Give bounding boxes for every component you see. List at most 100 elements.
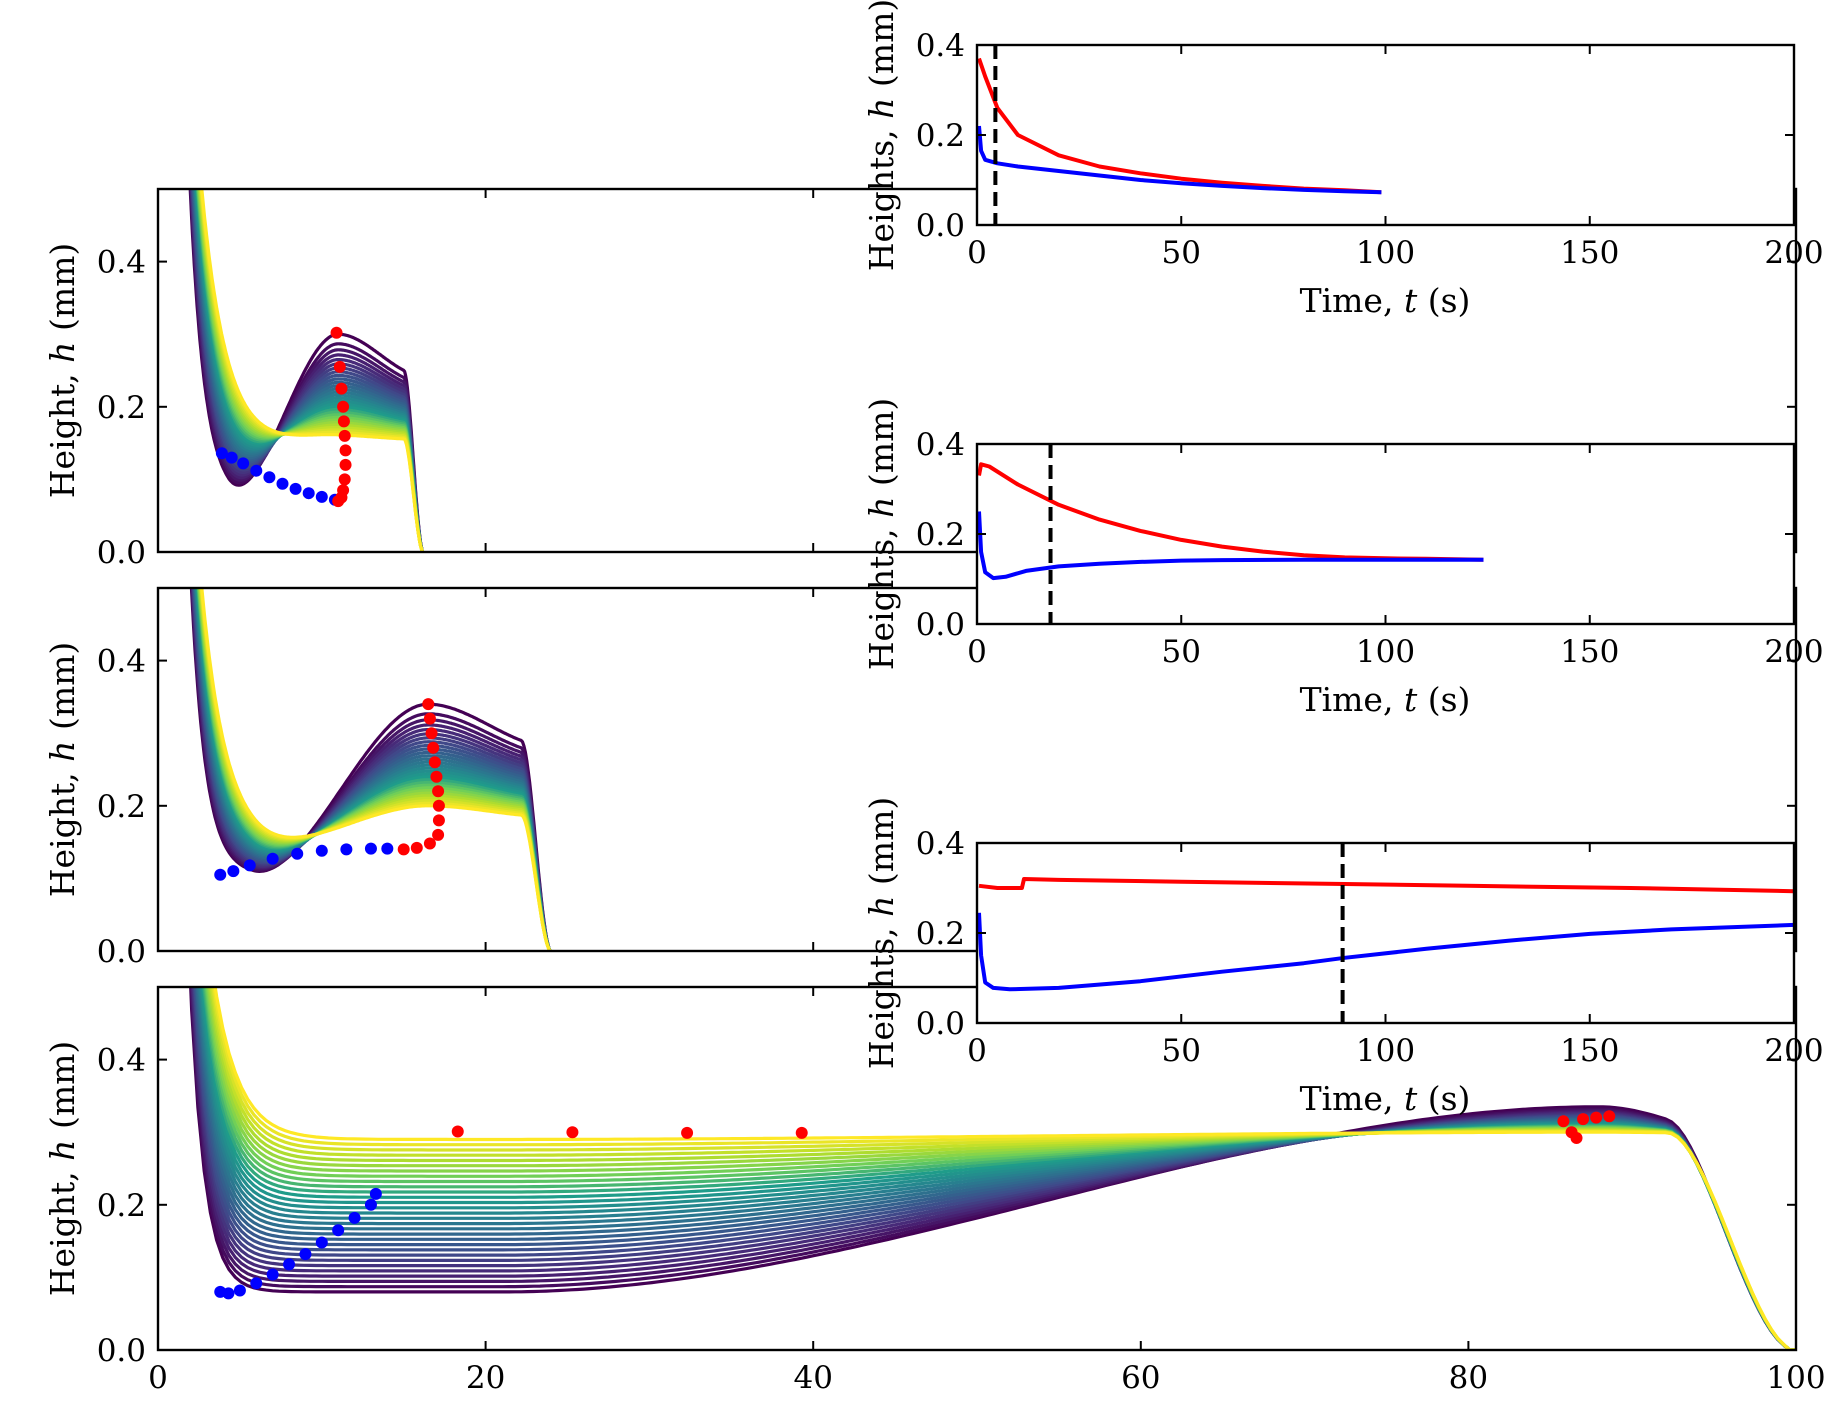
profile-curve xyxy=(200,588,552,951)
x-tick-label: 150 xyxy=(1560,235,1619,271)
blue-series-line xyxy=(977,511,1484,581)
plot-area xyxy=(189,987,1796,1350)
blue-marker xyxy=(332,1224,345,1237)
blue-marker xyxy=(214,868,227,881)
x-tick-label: 80 xyxy=(1449,1360,1488,1396)
x-tick-label: 100 xyxy=(1356,235,1415,271)
y-tick-label: 0.0 xyxy=(97,1333,146,1369)
profile-curve xyxy=(189,987,1796,1350)
blue-marker xyxy=(369,1187,382,1200)
profile-curve xyxy=(200,189,424,552)
series-group xyxy=(977,843,1794,1023)
plot-area xyxy=(189,588,552,951)
red-marker xyxy=(432,814,445,827)
axis-ticks: 0 20 40 60 80 100 0.0 0.2 0.4 xyxy=(97,987,1826,1396)
blue-marker xyxy=(225,451,238,464)
blue-marker xyxy=(227,865,240,878)
blue-series-line xyxy=(977,912,1794,992)
y-tick-label: 0.2 xyxy=(916,118,965,154)
blue-marker xyxy=(263,471,276,484)
red-marker xyxy=(338,473,351,486)
red-marker xyxy=(681,1126,694,1139)
red-marker xyxy=(333,360,346,373)
red-marker xyxy=(432,799,445,812)
blue-marker xyxy=(348,1211,361,1224)
y-tick-label: 0.2 xyxy=(916,916,965,952)
red-marker xyxy=(1570,1132,1583,1145)
x-tick-label: 150 xyxy=(1560,1033,1619,1069)
profile-panel-2: 0.0 0.2 0.4 Height, h (mm) xyxy=(43,586,1798,970)
x-tick-label: 50 xyxy=(1162,235,1201,271)
y-tick-label: 0.0 xyxy=(97,934,146,970)
red-marker xyxy=(337,415,350,428)
blue-marker xyxy=(364,1198,377,1211)
blue-marker xyxy=(283,1258,296,1271)
red-marker xyxy=(339,444,352,457)
time-inset-2: 0 50 100 150 200 0.0 0.2 0.4 Heights, h (mm) Ti… xyxy=(862,398,1824,719)
series-group xyxy=(188,189,424,552)
profile-curve xyxy=(213,987,1796,1350)
red-marker xyxy=(1557,1115,1570,1128)
red-marker xyxy=(427,741,440,754)
blue-marker xyxy=(381,842,394,855)
red-marker xyxy=(422,698,435,711)
y-axis-label: Height, h (mm) xyxy=(43,243,82,499)
plot-area xyxy=(977,45,1382,225)
series-group xyxy=(977,444,1484,624)
y-tick-label: 0.4 xyxy=(916,28,965,64)
blue-marker xyxy=(266,1268,279,1281)
time-inset-1: 0 50 100 150 200 0.0 0.2 0.4 Heights, h (mm) Ti… xyxy=(862,0,1824,320)
red-marker xyxy=(423,837,436,850)
blue-marker xyxy=(266,852,279,865)
blue-marker xyxy=(299,1248,312,1261)
blue-marker xyxy=(315,1236,328,1249)
x-tick-label: 200 xyxy=(1764,634,1823,670)
y-tick-label: 0.0 xyxy=(97,535,146,571)
red-marker xyxy=(330,326,343,339)
blue-series-line xyxy=(977,125,1382,195)
axis-ticks: 0 50 100 150 200 0.0 0.2 0.4 xyxy=(916,427,1824,670)
x-axis-label: Time, t (s) xyxy=(1300,281,1471,320)
plot-area xyxy=(977,843,1794,1023)
axis-ticks: 0.0 0.2 0.4 xyxy=(97,588,1797,970)
blue-marker xyxy=(237,457,250,470)
x-tick-label: 200 xyxy=(1764,235,1823,271)
x-tick-label: 20 xyxy=(466,1360,505,1396)
x-tick-label: 50 xyxy=(1162,1033,1201,1069)
red-marker xyxy=(335,382,348,395)
x-tick-label: 40 xyxy=(793,1360,832,1396)
red-marker xyxy=(795,1126,808,1139)
y-tick-label: 0.2 xyxy=(97,390,146,426)
time-inset-3: 0 50 100 150 200 0.0 0.2 0.4 Heights, h (mm) Ti… xyxy=(862,797,1824,1118)
y-tick-label: 0.0 xyxy=(916,607,965,643)
x-tick-label: 60 xyxy=(1121,1360,1160,1396)
series-group xyxy=(189,588,552,951)
plot-area xyxy=(977,444,1484,624)
red-marker xyxy=(451,1125,464,1138)
red-marker xyxy=(432,828,445,841)
red-marker xyxy=(332,495,345,508)
blue-marker xyxy=(215,447,228,460)
blue-marker xyxy=(243,859,256,872)
y-axis-label: Heights, h (mm) xyxy=(862,0,901,271)
y-tick-label: 0.4 xyxy=(97,245,146,281)
x-tick-label: 0 xyxy=(967,235,987,271)
red-marker xyxy=(1577,1113,1590,1126)
red-marker xyxy=(1603,1110,1616,1123)
series-group xyxy=(977,45,1382,225)
x-tick-label: 150 xyxy=(1560,634,1619,670)
y-tick-label: 0.0 xyxy=(916,208,965,244)
x-tick-label: 0 xyxy=(967,634,987,670)
red-marker xyxy=(1590,1111,1603,1124)
blue-marker xyxy=(233,1284,246,1297)
blue-marker xyxy=(315,844,328,857)
red-marker xyxy=(397,843,410,856)
y-tick-label: 0.2 xyxy=(916,517,965,553)
red-marker xyxy=(338,429,351,442)
red-marker xyxy=(566,1126,579,1139)
x-axis-label: Time, t (s) xyxy=(1300,1079,1471,1118)
red-marker xyxy=(428,756,441,769)
blue-marker xyxy=(291,847,304,860)
profile-panel-3: 0 20 40 60 80 100 0.0 0.2 0.4 Height, h (mm) xyxy=(43,985,1826,1396)
